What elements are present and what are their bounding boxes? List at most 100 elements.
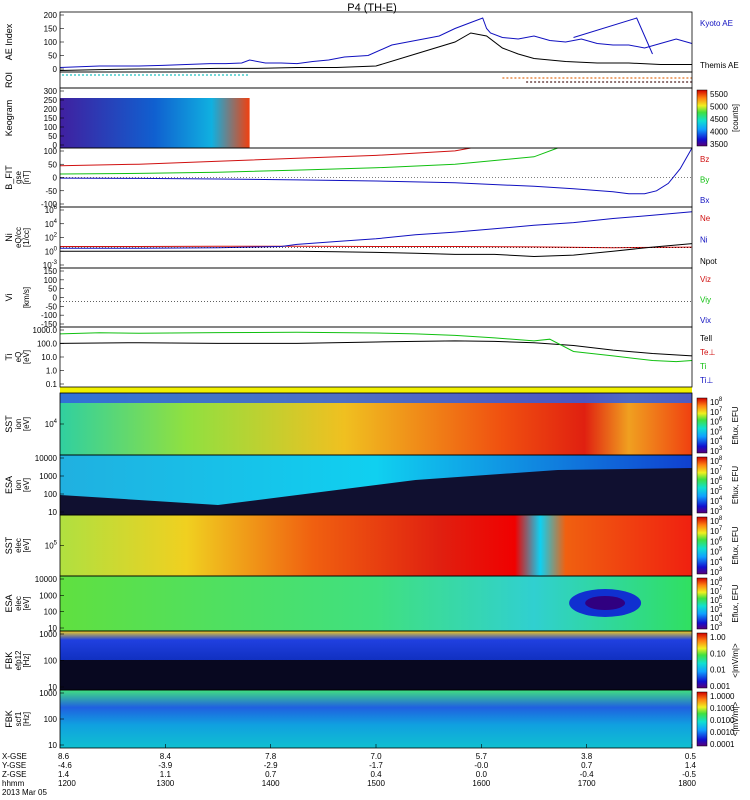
footer-value: -2.9 <box>264 761 278 770</box>
footer-value: 1600 <box>472 779 490 788</box>
ytick-ae: 150 <box>44 25 58 34</box>
footer-value: 8.4 <box>160 752 172 761</box>
ytick-fbk_e: 1000 <box>39 630 57 639</box>
esa-elec-core <box>585 596 626 610</box>
ylabel-sst_ion: SST <box>4 415 14 433</box>
legend-temperature: Ti⊥ <box>700 376 713 385</box>
ylabel2-esa_ion: ion <box>14 480 23 491</box>
page-title: P4 (TH-E) <box>347 2 397 14</box>
ytick-keogram: 250 <box>44 96 58 105</box>
colorbar-esa_ion <box>696 456 708 514</box>
panels-layer <box>60 98 692 748</box>
ylabel2-bfit: gse <box>14 171 23 184</box>
colorbar-tick-esa_ion: 106 <box>710 476 723 486</box>
colorbar-tick-sst_elec: 103 <box>710 567 723 577</box>
ytick-fbk_b: 100 <box>44 715 58 724</box>
ytick-fbk_b: 10 <box>48 741 57 750</box>
colorbar-tick-esa_elec: 107 <box>710 586 723 596</box>
ylabel-bfit: B_FIT <box>4 165 14 190</box>
ytick-esa_ion: 10 <box>48 508 57 517</box>
colorbar-tick-esa_ion: 107 <box>710 466 723 476</box>
footer-value: -3.9 <box>158 761 172 770</box>
series-line-bfit <box>59 147 558 175</box>
colorbar-unit-sst_ion: Eflux, EFU <box>731 406 740 444</box>
ytick-keogram: 200 <box>44 105 58 114</box>
ytick-keogram: 0 <box>53 141 58 150</box>
series-line-density <box>60 245 693 249</box>
footer-value: 1.4 <box>58 770 70 779</box>
ytick-velocity: -100 <box>41 311 58 320</box>
ytick-bfit: 50 <box>48 160 57 169</box>
ytick-fbk_e: 100 <box>44 657 58 666</box>
series-line-ae-extra <box>573 17 653 55</box>
footer-value: 0.7 <box>581 761 593 770</box>
ytick-esa_elec: 1000 <box>39 591 57 600</box>
colorbar-tick-fbk_b: 0.0010 <box>710 728 735 737</box>
colorbar-tick-sst_elec: 105 <box>710 547 723 557</box>
footer-value: 7.8 <box>265 752 277 761</box>
ytick-ae: 100 <box>44 38 58 47</box>
legend-temperature: Te⊥ <box>700 348 715 357</box>
footer-value: 0.0 <box>476 770 488 779</box>
yunit-temperature: [eV] <box>22 350 31 364</box>
colorbar-tick-fbk_b: 1.0000 <box>710 692 735 701</box>
ytick-velocity: -150 <box>41 320 58 329</box>
colorbar-tick-keogram: 3500 <box>710 140 728 149</box>
fbk-b-heatmap <box>60 690 692 748</box>
yunit-esa_ion: [eV] <box>22 478 31 492</box>
legend-density: Ni <box>700 236 708 245</box>
colorbar-tick-fbk_b: 0.0001 <box>710 740 735 749</box>
ytick-temperature: 1000.0 <box>33 326 58 335</box>
series-line-density <box>60 243 693 258</box>
keogram-image <box>60 98 250 148</box>
colorbar-tick-fbk_b: 0.0100 <box>710 716 735 725</box>
yunit-sst_ion: [eV] <box>22 417 31 431</box>
esa-ion-dark-region <box>60 468 692 515</box>
footer-value: 0.7 <box>265 770 277 779</box>
footer-value: 8.6 <box>58 752 70 761</box>
panel-frame-velocity <box>59 267 693 328</box>
ylabel-velocity: Vi <box>4 294 14 302</box>
footer-value: 1500 <box>367 779 385 788</box>
colorbar-esa_elec <box>696 577 708 630</box>
colorbar-tick-esa_elec: 106 <box>710 595 723 605</box>
ytick-density: 102 <box>45 233 58 243</box>
yunit-fbk_b: [Hz] <box>22 712 31 726</box>
colorbar-tick-sst_ion: 105 <box>710 426 723 436</box>
footer-value: 7.0 <box>370 752 382 761</box>
ytick-ae: 50 <box>48 52 57 61</box>
colorbar-tick-fbk_b: 0.1000 <box>710 704 735 713</box>
ylabel-density: Ni <box>4 233 14 242</box>
colorbar-unit-fbk_b: <|mV/m|> <box>731 701 740 736</box>
colorbar-tick-sst_ion: 104 <box>710 436 723 446</box>
colorbar-tick-esa_elec: 108 <box>710 577 723 587</box>
ytick-velocity: 100 <box>44 276 58 285</box>
ytick-bfit: 100 <box>44 147 58 156</box>
fbk-e-low-band <box>60 660 692 690</box>
series-line-density <box>60 211 693 249</box>
ytick-esa_elec: 10 <box>48 624 57 633</box>
footer-value: 5.7 <box>476 752 488 761</box>
ylabel-roi: ROI <box>4 72 14 88</box>
legend-temperature: Ti <box>700 362 707 371</box>
ylabel2-density: eQ/cc <box>14 227 23 248</box>
footer-value: 1.1 <box>160 770 172 779</box>
legend-ae: Themis AE <box>700 61 739 70</box>
colorbar-tick-sst_ion: 106 <box>710 417 723 427</box>
ylabel-keogram: Keogram <box>4 100 14 137</box>
ytick-temperature: 10.0 <box>41 353 57 362</box>
ylabel2-sst_ion: ion <box>14 419 23 430</box>
colorbar-tick-esa_elec: 103 <box>710 622 723 632</box>
footer-value: 0.4 <box>370 770 382 779</box>
colorbar-tick-esa_ion: 108 <box>710 456 723 466</box>
colorbar-fbk_b <box>696 691 708 747</box>
ytick-keogram: 100 <box>44 123 58 132</box>
ylabel-fbk_b: FBK <box>4 710 14 728</box>
colorbar-tick-fbk_e: 0.001 <box>710 682 731 691</box>
colorbar-tick-esa_elec: 104 <box>710 613 723 623</box>
ylabel-temperature: Ti <box>4 353 14 360</box>
ytick-fbk_e: 10 <box>48 683 57 692</box>
colorbar-tick-keogram: 4000 <box>710 128 728 137</box>
series-line-temperature <box>59 340 693 357</box>
